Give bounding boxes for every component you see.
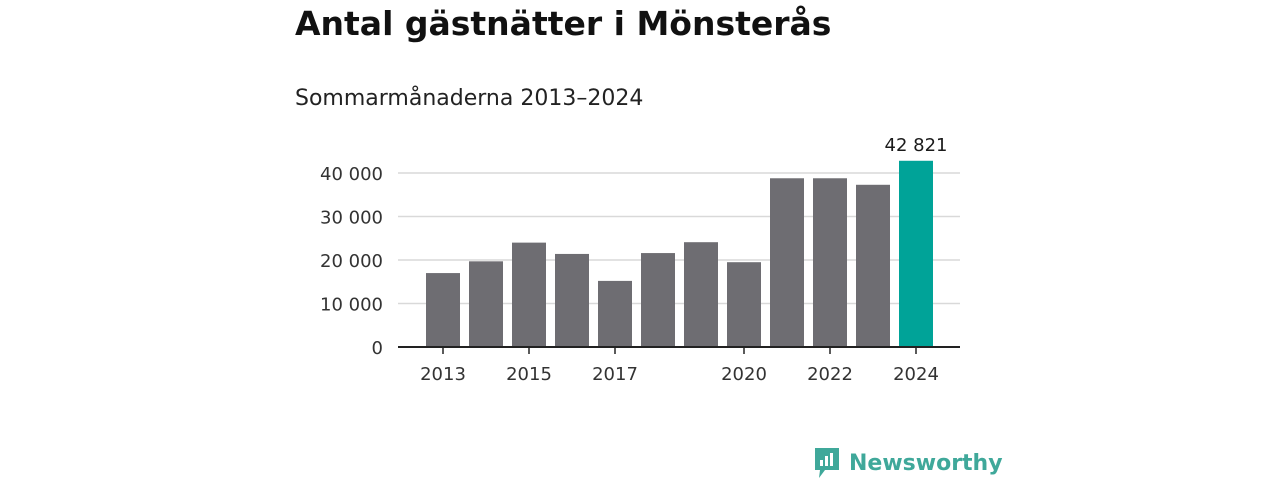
x-tick-label: 2020 xyxy=(721,364,767,385)
bar-2013 xyxy=(426,273,460,347)
x-tick-label: 2017 xyxy=(592,364,638,385)
bar-2021 xyxy=(770,178,804,347)
bar-2022 xyxy=(813,178,847,347)
bar-2017 xyxy=(598,280,632,347)
chart-subtitle: Sommarmånaderna 2013–2024 xyxy=(295,86,644,111)
y-tick-label: 10 000 xyxy=(320,295,383,316)
x-tick-label: 2015 xyxy=(506,364,552,385)
bar-2020 xyxy=(727,262,761,347)
bar-2014 xyxy=(469,261,503,347)
bar-2015 xyxy=(512,242,546,347)
y-tick-label: 30 000 xyxy=(320,208,383,229)
x-tick-label: 2024 xyxy=(893,364,939,385)
bar-2016 xyxy=(555,253,589,347)
y-tick-label: 0 xyxy=(372,338,383,359)
bar-2018 xyxy=(641,253,675,347)
x-tick-label: 2013 xyxy=(420,364,466,385)
y-tick-label: 40 000 xyxy=(320,164,383,185)
newsworthy-brand: Newsworthy xyxy=(813,446,1003,480)
newsworthy-logo-icon xyxy=(815,448,839,478)
chart-title: Antal gästnätter i Mönsterås xyxy=(295,4,832,43)
bar-2019 xyxy=(684,242,718,347)
bar-2023 xyxy=(856,184,890,347)
brand-name: Newsworthy xyxy=(849,450,1003,476)
bar-2024 xyxy=(899,160,933,347)
y-tick-label: 20 000 xyxy=(320,251,383,272)
x-tick-label: 2022 xyxy=(807,364,853,385)
data-label: 42 821 xyxy=(885,135,948,156)
